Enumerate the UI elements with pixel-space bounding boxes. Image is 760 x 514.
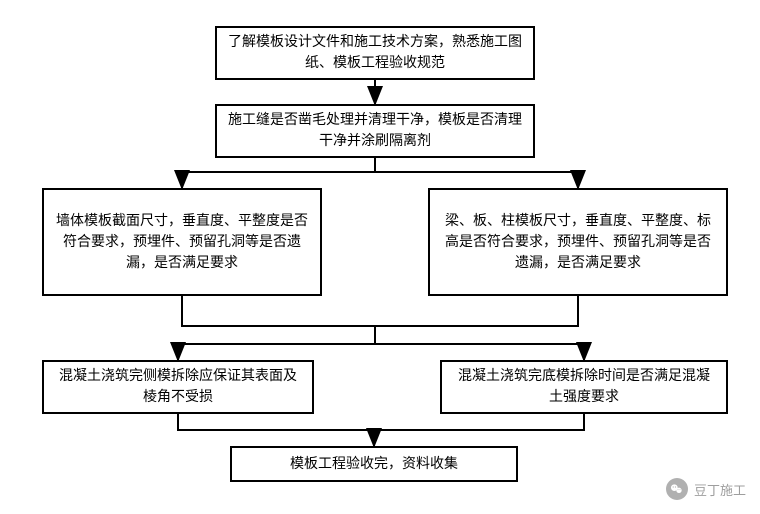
node-acceptance-complete: 模板工程验收完，资料收集: [230, 446, 518, 482]
node-text: 墙体模板截面尺寸，垂直度、平整度是否符合要求，预埋件、预留孔洞等是否遗漏，是否满…: [54, 211, 310, 274]
node-text: 梁、板、柱模板尺寸，垂直度、平整度、标高是否符合要求，预埋件、预留孔洞等是否遗漏…: [440, 211, 716, 274]
node-understand-docs: 了解模板设计文件和施工技术方案，熟悉施工图纸、模板工程验收规范: [215, 26, 535, 80]
node-text: 模板工程验收完，资料收集: [290, 454, 458, 475]
flowchart-canvas: 了解模板设计文件和施工技术方案，熟悉施工图纸、模板工程验收规范 施工缝是否凿毛处…: [0, 0, 760, 514]
node-side-form-removal: 混凝土浇筑完侧模拆除应保证其表面及棱角不受损: [42, 360, 314, 414]
node-wall-formwork: 墙体模板截面尺寸，垂直度、平整度是否符合要求，预埋件、预留孔洞等是否遗漏，是否满…: [42, 188, 322, 296]
wechat-icon: [666, 478, 688, 500]
node-text: 混凝土浇筑完侧模拆除应保证其表面及棱角不受损: [54, 366, 302, 408]
node-text: 施工缝是否凿毛处理并清理干净，模板是否清理干净并涂刷隔离剂: [227, 110, 523, 152]
node-joint-cleaning: 施工缝是否凿毛处理并清理干净，模板是否清理干净并涂刷隔离剂: [215, 104, 535, 158]
node-text: 了解模板设计文件和施工技术方案，熟悉施工图纸、模板工程验收规范: [227, 32, 523, 74]
node-text: 混凝土浇筑完底模拆除时间是否满足混凝土强度要求: [452, 366, 716, 408]
node-bottom-form-removal: 混凝土浇筑完底模拆除时间是否满足混凝土强度要求: [440, 360, 728, 414]
node-beam-slab-column-formwork: 梁、板、柱模板尺寸，垂直度、平整度、标高是否符合要求，预埋件、预留孔洞等是否遗漏…: [428, 188, 728, 296]
watermark: 豆丁施工: [666, 478, 746, 500]
watermark-text: 豆丁施工: [694, 480, 746, 499]
